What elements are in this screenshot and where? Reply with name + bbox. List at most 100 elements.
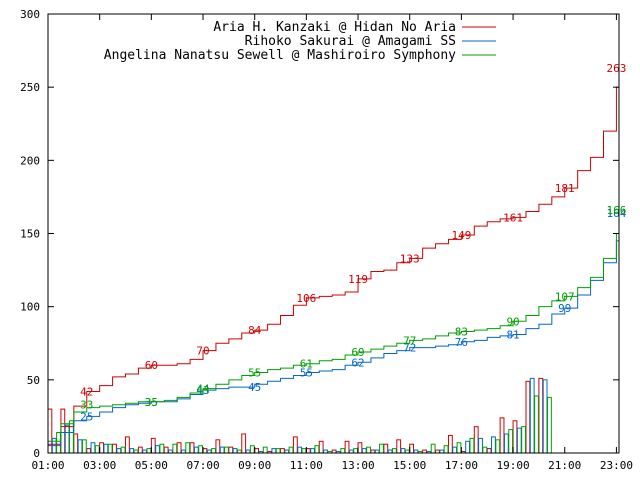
x-tick-label: 23:00	[600, 459, 633, 472]
bar-red	[525, 380, 531, 454]
data-label: 181	[555, 182, 575, 195]
data-label: 25	[80, 410, 93, 423]
data-label: 33	[80, 399, 93, 412]
bar-green	[340, 448, 346, 454]
bar-green	[482, 446, 488, 454]
bar-red	[137, 446, 143, 454]
bar-green	[430, 443, 436, 454]
bar-green	[94, 445, 100, 454]
x-tick-label: 17:00	[445, 459, 478, 472]
x-tick-label: 05:00	[135, 459, 168, 472]
bar-red	[125, 436, 130, 454]
bar-red	[280, 448, 285, 454]
y-tick-label: 250	[20, 81, 40, 94]
bar-blue	[155, 445, 160, 454]
data-label: 35	[145, 396, 158, 409]
y-tick-label: 200	[20, 154, 40, 167]
legend-entry-label: Rihoko Sakurai @ Amagami SS	[245, 34, 456, 49]
data-label: 69	[351, 346, 364, 359]
bar-red	[202, 448, 208, 454]
bar-blue	[361, 448, 367, 454]
bar-blue	[478, 437, 483, 454]
data-label: 106	[296, 292, 316, 305]
series-line-2	[48, 210, 620, 442]
data-label: 42	[80, 386, 93, 399]
bar-green	[159, 443, 165, 454]
data-label: 81	[506, 328, 519, 341]
bar-red	[447, 434, 453, 454]
bar-green	[56, 432, 61, 454]
bar-red	[357, 442, 363, 454]
data-label: 166	[606, 204, 626, 217]
bar-red	[538, 377, 544, 454]
x-tick-label: 07:00	[186, 459, 219, 472]
bar-blue	[542, 379, 548, 454]
data-label: 55	[300, 367, 313, 380]
bar-green	[366, 446, 371, 454]
bar-green	[456, 442, 462, 454]
bar-red	[512, 420, 518, 454]
data-label: 119	[348, 273, 368, 286]
bar-blue	[64, 424, 70, 454]
bar-red	[47, 408, 53, 454]
bar-blue	[516, 427, 522, 454]
data-label: 77	[403, 334, 416, 347]
bar-green	[262, 446, 268, 454]
bar-red	[241, 433, 247, 454]
bar-green	[120, 446, 126, 454]
bar-green	[547, 396, 552, 454]
bar-green	[314, 445, 320, 454]
bar-red	[473, 426, 479, 454]
bar-green	[521, 426, 526, 454]
bar-red	[344, 440, 350, 454]
bar-green	[198, 445, 204, 454]
bar-red	[86, 448, 92, 454]
axis-layer: 0 50 100 150 200 250 300 01:00 03:00 05:00 07:00 09…	[20, 8, 633, 472]
bar-green	[391, 448, 397, 454]
data-label: 62	[351, 356, 364, 369]
bar-red	[60, 408, 66, 454]
data-label: 55	[248, 367, 261, 380]
bar-red	[486, 448, 492, 454]
bar-green	[249, 445, 255, 454]
data-label: 161	[503, 211, 523, 224]
bar-green	[288, 446, 294, 454]
bar-blue	[310, 448, 315, 454]
bar-blue	[90, 442, 96, 454]
bar-red	[150, 437, 156, 454]
data-label: 45	[248, 381, 261, 394]
bar-red	[112, 443, 117, 454]
data-label: 84	[248, 324, 262, 337]
bar-red	[215, 439, 221, 454]
legend-entry-label: Angelina Nanatsu Sewell @ Mashiroiro Sym…	[104, 48, 456, 63]
data-label: 107	[555, 290, 575, 303]
bar-red	[73, 433, 79, 454]
bar-blue	[503, 433, 509, 454]
bar-red	[409, 443, 415, 454]
bar-red	[163, 446, 169, 454]
data-label: 35	[145, 396, 158, 409]
bar-blue	[193, 446, 199, 454]
bar-red	[318, 440, 324, 454]
bar-green	[379, 443, 384, 454]
bar-green	[172, 443, 178, 454]
data-label: 149	[451, 229, 471, 242]
data-label: 72	[403, 342, 416, 355]
bar-red	[228, 446, 234, 454]
data-label: 44	[196, 383, 210, 396]
y-tick-label: 50	[27, 374, 40, 387]
x-tick-label: 03:00	[83, 459, 116, 472]
bar-red	[292, 436, 298, 454]
series-line-0	[48, 68, 620, 445]
bar-green	[224, 446, 229, 454]
x-tick-label: 19:00	[497, 459, 530, 472]
data-label: 99	[558, 302, 571, 315]
y-tick-label: 100	[20, 301, 40, 314]
bar-red	[176, 442, 182, 454]
bar-blue	[77, 439, 83, 454]
bar-green	[211, 448, 216, 454]
data-label: 60	[145, 359, 158, 372]
plot-frame	[47, 13, 620, 454]
